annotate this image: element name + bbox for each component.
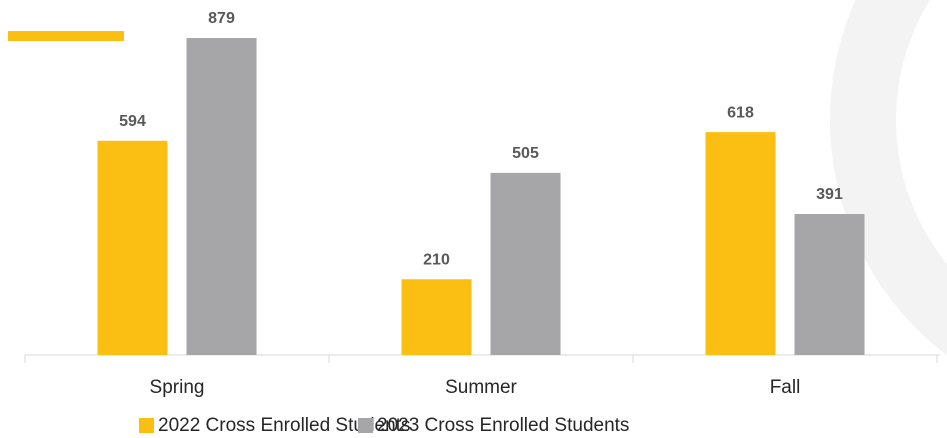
x-tick-label: Fall [770, 377, 801, 398]
data-label: 594 [119, 113, 146, 130]
legend-label: 2023 Cross Enrolled Students [377, 415, 629, 436]
legend-swatch [139, 418, 154, 433]
x-tick-label: Spring [150, 377, 205, 398]
bar [705, 132, 776, 355]
data-label: 505 [512, 145, 539, 162]
data-label: 618 [727, 104, 754, 121]
x-tick-label: Summer [445, 377, 517, 398]
bar [97, 140, 168, 355]
bar [490, 172, 561, 355]
decor-bar [8, 31, 124, 41]
legend-swatch [358, 418, 373, 433]
legend-label: 2022 Cross Enrolled Students [158, 415, 410, 436]
bar [401, 279, 472, 355]
data-label: 879 [208, 10, 235, 27]
data-label: 210 [423, 251, 450, 268]
data-label: 391 [816, 186, 843, 203]
bar [186, 38, 257, 355]
decor-ring [830, 0, 947, 356]
bar [794, 213, 865, 355]
